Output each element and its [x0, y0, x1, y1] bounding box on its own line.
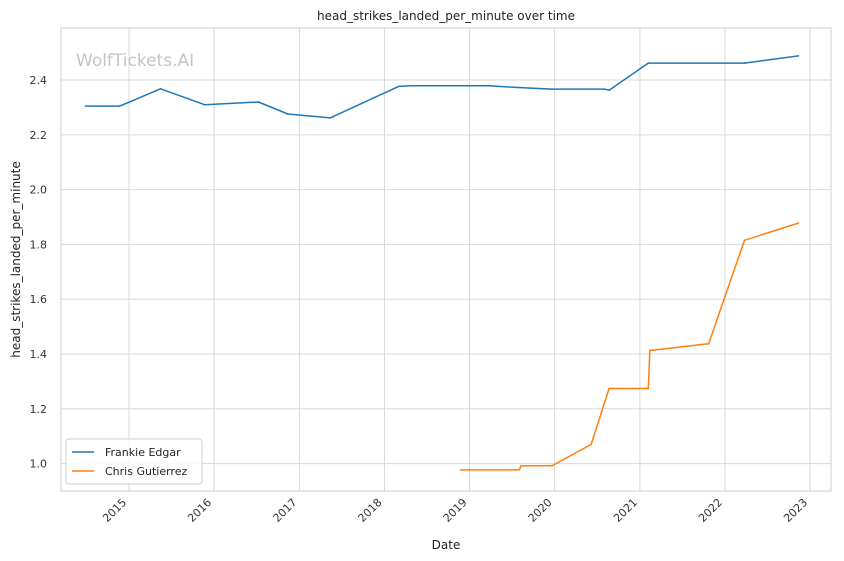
watermark: WolfTickets.AI: [76, 51, 194, 71]
data-point: [84, 105, 87, 107]
data-point: [551, 88, 553, 90]
series-layer: [84, 55, 800, 471]
y-tick-label: 2.0: [30, 184, 48, 197]
data-point: [706, 343, 708, 345]
x-axis-title: Date: [432, 538, 461, 552]
data-point: [590, 443, 592, 446]
grid-lines: [61, 28, 831, 491]
legend-label: Chris Gutierrez: [105, 465, 187, 478]
data-point: [287, 113, 289, 115]
data-point: [707, 343, 710, 345]
data-point: [608, 387, 610, 390]
y-axis-title: head_strikes_landed_per_minute: [9, 161, 23, 358]
data-point: [203, 103, 206, 106]
data-point: [409, 85, 411, 87]
data-point: [487, 85, 490, 87]
data-point: [520, 465, 522, 467]
y-tick-label: 2.4: [30, 74, 48, 87]
plot-frame: [60, 27, 832, 492]
data-point: [743, 62, 746, 64]
data-point: [797, 55, 800, 57]
legend-label: Frankie Edgar: [105, 446, 181, 459]
legend: Frankie Edgar Chris Gutierrez: [65, 438, 203, 485]
data-point: [159, 88, 162, 90]
y-tick-label: 1.6: [30, 293, 48, 306]
y-tick-label: 2.2: [30, 129, 48, 142]
data-point: [603, 88, 605, 90]
data-point: [647, 387, 650, 390]
data-point: [743, 239, 746, 242]
data-point: [551, 465, 553, 467]
data-point: [797, 222, 800, 224]
data-point: [517, 86, 519, 89]
chart-title: head_strikes_landed_per_minute over time: [317, 9, 575, 23]
data-point: [608, 89, 610, 91]
data-point: [329, 117, 332, 119]
data-point: [518, 469, 521, 471]
data-point: [647, 62, 650, 64]
y-tick-label: 1.8: [30, 238, 48, 251]
y-tick-label: 1.4: [30, 348, 48, 361]
data-point: [257, 101, 260, 103]
y-tick-label: 1.0: [30, 458, 48, 471]
legend-box: [65, 438, 203, 485]
data-point: [118, 105, 121, 107]
data-point: [649, 349, 651, 352]
y-axis: 1.0 1.2 1.4 1.6 1.8 2.0 2.2 2.4: [30, 74, 48, 471]
data-point: [459, 469, 462, 471]
data-point: [397, 85, 400, 88]
y-tick-label: 1.2: [30, 403, 48, 416]
